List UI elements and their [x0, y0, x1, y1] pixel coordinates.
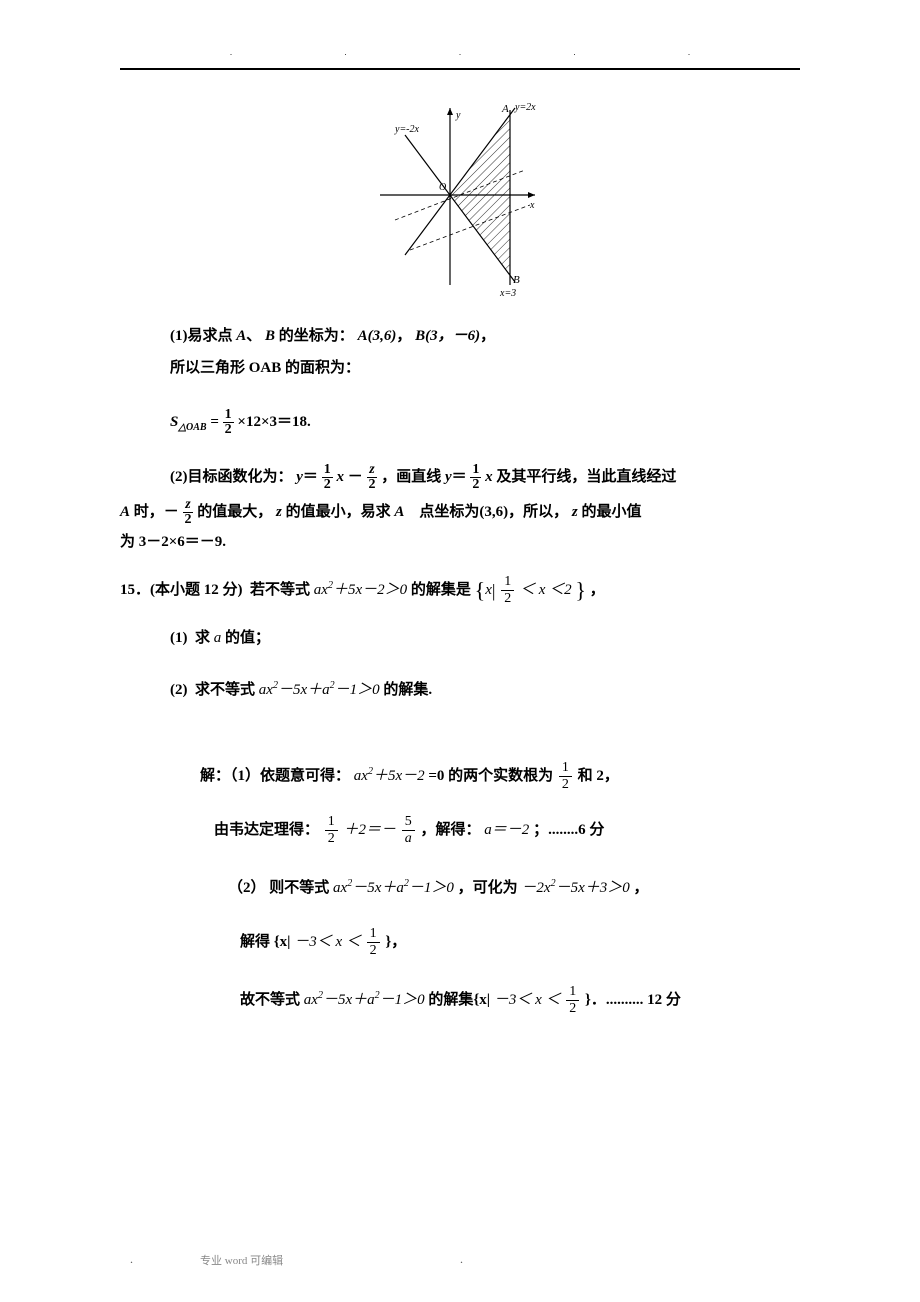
- solution-block: 解：（1）依题意可得： ax2＋5x－2 =0 的两个实数根为 12 和 2， …: [200, 756, 800, 1016]
- frac-half: 1 2: [223, 408, 234, 437]
- sol-row-1: 解：（1）依题意可得： ax2＋5x－2 =0 的两个实数根为 12 和 2，: [200, 756, 800, 792]
- line-y2x-label: y=2x: [514, 102, 536, 113]
- p1-line2: 所以三角形 OAB 的面积为：: [170, 356, 800, 380]
- dot: .: [345, 48, 347, 57]
- point-a-label: A: [501, 103, 509, 115]
- p3-line: A 时，－ z2 的值最大， z 的值最小，易求 A 点坐标为(3,6)，所以，…: [120, 498, 800, 527]
- area-formula: S△OAB = 1 2 ×12×3＝18.: [170, 408, 800, 439]
- x-axis-label: x: [529, 200, 535, 211]
- graph-container: y x O A B y=2x y=-2x x=3: [120, 100, 800, 300]
- sol-row-5: 故不等式 ax2－5x＋a2－1＞0 的解集{x| －3＜ x ＜ 12 }．.…: [240, 980, 800, 1016]
- dot: .: [230, 48, 232, 57]
- sol-row-3: （2） 则不等式 ax2－5x＋a2－1＞0 ，可化为 －2x2－5x＋3＞0 …: [228, 868, 800, 904]
- q15-part2: (2) 求不等式 ax2－5x＋a2－1＞0 的解集.: [170, 674, 800, 702]
- origin-label: O: [439, 182, 446, 193]
- p1-line1: (1)易求点 A、 B 的坐标为： A(3,6)， B(3，－6)，: [170, 324, 800, 348]
- feasible-region-graph: y x O A B y=2x y=-2x x=3: [360, 100, 560, 300]
- sol-row-2: 由韦达定理得： 12 ＋2＝－ 5a ，解得： a＝－2 ；........6 …: [214, 814, 800, 846]
- dot: .: [688, 48, 690, 57]
- p3-line2: 为 3－2×6＝－9.: [120, 529, 800, 555]
- dot: .: [574, 48, 576, 57]
- page-content: y x O A B y=2x y=-2x x=3 (1)易求点 A、 B 的坐标…: [120, 100, 800, 1038]
- dot: .: [459, 48, 461, 57]
- sol-row-4: 解得 {x| －3＜ x ＜ 12 }，: [240, 926, 800, 958]
- y-axis-label: y: [455, 110, 461, 121]
- point-b-label: B: [513, 274, 520, 286]
- p2-line: (2)目标函数化为： y＝ 12 x － z2 ，画直线 y＝ 12 x 及其平…: [170, 463, 800, 492]
- line-yneg2x-label: y=-2x: [394, 124, 420, 135]
- top-horizontal-rule: [120, 68, 800, 70]
- q15-header: 15．(本小题 12 分) 若不等式 ax2＋5x－2＞0 的解集是 {x| 1…: [120, 573, 800, 606]
- footer-dot-left: .: [130, 1252, 133, 1267]
- top-dot-row: . . . . .: [120, 48, 800, 57]
- line-x3-label: x=3: [499, 288, 516, 299]
- footer-text: 专业 word 可编辑: [200, 1252, 283, 1268]
- q15-part1: (1) 求 a 的值；: [170, 626, 800, 650]
- footer-dot-right: .: [460, 1252, 463, 1267]
